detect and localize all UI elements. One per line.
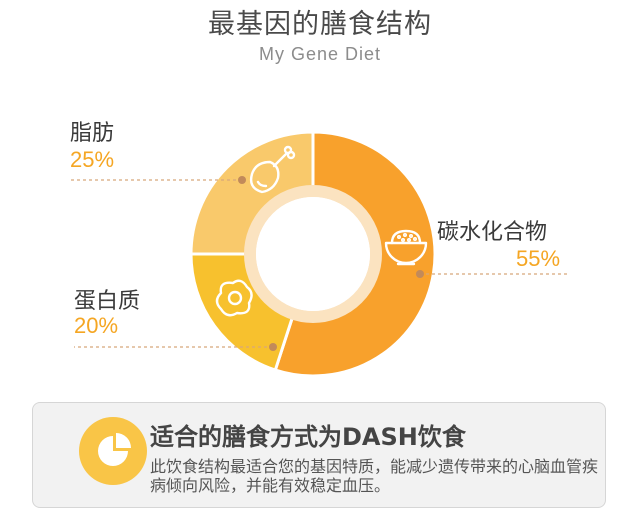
rice-bowl-icon <box>384 229 428 266</box>
slice-label-carbohydrate: 碳水化合物 <box>437 220 548 245</box>
slice-label-fat: 脂肪 <box>70 121 115 146</box>
pie-chart-icon <box>79 417 147 485</box>
summary-text: 此饮食结构最适合您的基因特质，能减少遗传带来的心脑血管疾病倾向风险，并能有效稳定… <box>150 457 599 495</box>
leader-protein <box>74 343 277 351</box>
chart-subtitle: My Gene Diet <box>258 44 382 64</box>
slice-percent-carbohydrate: 55% <box>516 246 561 271</box>
slice-percent-fat: 25% <box>70 147 115 172</box>
slice-percent-protein: 20% <box>74 313 119 338</box>
donut-hole <box>256 197 370 311</box>
donut-chart <box>68 130 567 378</box>
chart-title: 最基因的膳食结构 <box>208 9 432 40</box>
diet-summary-card: 适合的膳食方式为DASH饮食 此饮食结构最适合您的基因特质，能减少遗传带来的心脑… <box>32 402 606 508</box>
slice-label-protein: 蛋白质 <box>74 289 141 314</box>
leader-carbohydrate <box>416 270 567 278</box>
summary-title: 适合的膳食方式为DASH饮食 <box>150 423 466 451</box>
chicken-leg-icon <box>249 145 296 194</box>
fried-egg-icon <box>215 279 253 317</box>
inner-ring <box>244 185 382 323</box>
leader-fat <box>68 176 246 184</box>
